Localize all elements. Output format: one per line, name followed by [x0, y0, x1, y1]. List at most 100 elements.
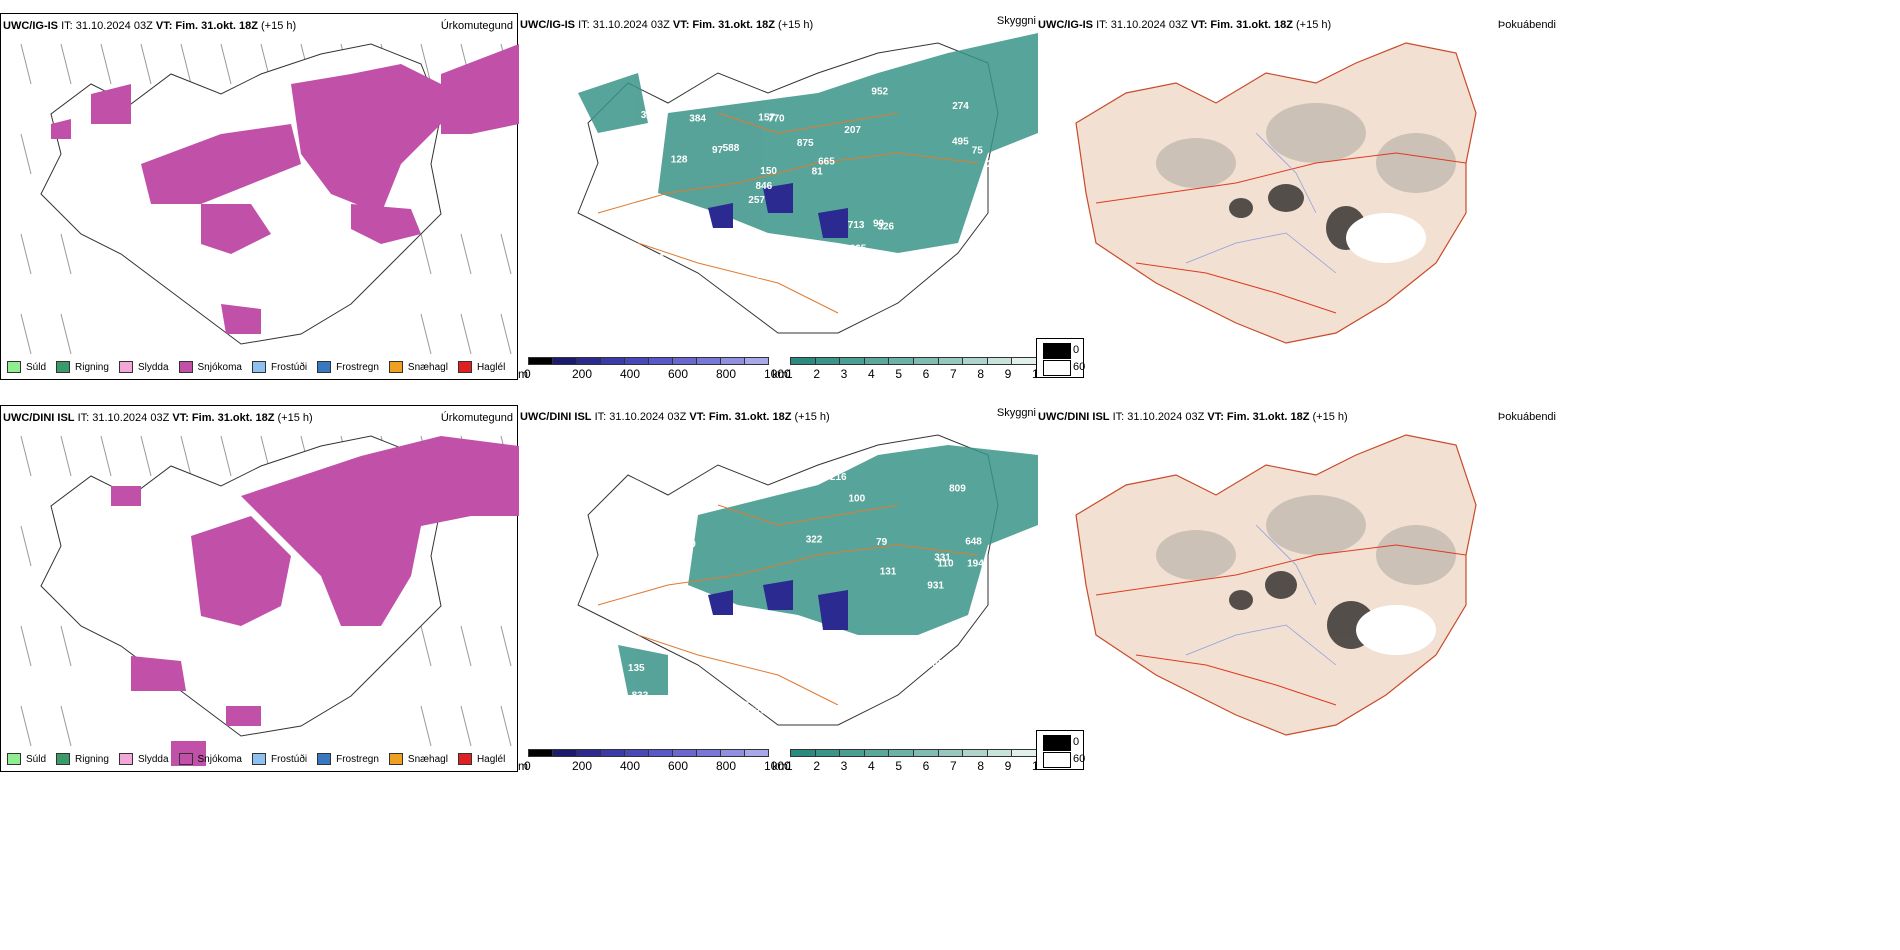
colorbar-tick: 0 [524, 759, 531, 773]
colorbar-segment [986, 749, 1013, 757]
cloud-base-label: 110 [937, 559, 954, 570]
colorbar-tick: 8 [977, 759, 985, 773]
fog-light [1156, 495, 1456, 585]
colorbar-segment [863, 749, 890, 757]
low-base-area [708, 580, 848, 630]
colorbar-segment [937, 749, 964, 757]
colorbar-tick: 400 [620, 367, 641, 381]
colorbar-segment [696, 749, 721, 757]
roads [597, 112, 979, 314]
colorbar-tick: 1000 [764, 367, 791, 381]
colorbar-segment [937, 357, 964, 365]
cloud-base-label: 98 [745, 695, 757, 706]
legend-item: Frostregn [317, 361, 379, 373]
colorbar-segment [913, 357, 939, 365]
fog-legend-top: 0 60 [1036, 338, 1085, 378]
panel-title: Úrkomutegund [440, 20, 513, 32]
cloud-base-label: 588 [723, 143, 740, 154]
cloud-base-label: 410 [679, 539, 696, 550]
colorbar-tick: 1 [786, 367, 793, 381]
colorbar-segment [1011, 749, 1037, 757]
cloud-base-label: 65 [941, 276, 953, 287]
fog-legend-bottom: 0 60 [1036, 730, 1085, 770]
cloud-base-label: 384 [689, 114, 706, 125]
cloud-base-label: 51 [630, 601, 642, 612]
cloud-base-label: 90 [873, 219, 885, 230]
cloud-base-label: 274 [952, 101, 969, 112]
fog-panel-top: UWC/IG-IS IT: 31.10.2024 03Z VT: Fim. 31… [1036, 13, 1556, 380]
legend-item: Slydda [118, 361, 169, 373]
panel-header: UWC/IG-IS IT: 31.10.2024 03Z VT: Fim. 31… [3, 20, 297, 32]
colorbar-segment [913, 749, 939, 757]
colorbar-tick: 1 [786, 759, 793, 773]
colorbar-tick: 200 [572, 759, 593, 773]
legend-item: Haglél [457, 361, 505, 373]
colorbar-segment [720, 749, 745, 757]
cloud-base-label: 770 [768, 113, 785, 124]
colorbar-tick: 1000 [764, 759, 791, 773]
panel-title: Þokuábendi [1497, 19, 1556, 31]
precip-type-map-top [20, 43, 519, 355]
cloud-base-label: 135 [628, 663, 645, 674]
precip-type-panel-top: Súld Rigning Slydda Snjókoma Frostúði Fr… [0, 13, 519, 380]
fog-free-area [1356, 605, 1436, 655]
cloud-base-label: 324 [641, 110, 658, 121]
precip-legend-bottom: Súld Rigning Slydda Snjókoma Frostúði Fr… [1, 753, 505, 765]
cloud-base-label: 321 [635, 168, 652, 179]
legend-item: Súld [7, 753, 46, 765]
colorbar-segment [839, 357, 865, 365]
colorbar-segment [672, 357, 697, 365]
cloud-base-label: 485 [927, 659, 944, 670]
cloud-area [578, 33, 1038, 253]
cloud-base-label: 467 [951, 676, 968, 687]
cloud-base-label: 252 [987, 159, 1004, 170]
cloud-base-label: 100 [849, 493, 866, 504]
colorbar-segment [790, 357, 816, 365]
colorbar-tick: 400 [620, 759, 641, 773]
colorbar-segment [576, 357, 601, 365]
legend-item: Súld [7, 361, 46, 373]
colorbar-tick: 600 [668, 759, 689, 773]
cloud-base-label: 824 [724, 477, 741, 488]
colorbar-tick: 0 [524, 367, 531, 381]
roads [1095, 544, 1467, 706]
cloud-base-label: 141 [773, 662, 790, 673]
cloud-base-label: 256 [654, 308, 671, 319]
colorbar-tick: 800 [716, 759, 737, 773]
colorbar-segment [624, 749, 649, 757]
cloud-base-label: 243 [760, 75, 777, 86]
cloud-base-label: 234 [665, 504, 682, 515]
precip-legend-top: Súld Rigning Slydda Snjókoma Frostúði Fr… [1, 361, 505, 373]
snow-area [51, 44, 519, 334]
cloud-base-label: 331 [717, 669, 734, 680]
cloud-base-label: 648 [965, 537, 982, 548]
cloud-base-label: 713 [848, 220, 865, 231]
cloud-base-label: 395 [946, 304, 963, 315]
cloud-base-label: 416 [647, 253, 664, 264]
cloud-panel-bottom: UWC/DINI ISL IT: 31.10.2024 03Z VT: Fim.… [518, 405, 1038, 772]
colorbar-segment [672, 749, 697, 757]
colorbar-tick: 4 [868, 759, 875, 773]
colorbar-segment [648, 749, 673, 757]
cloud-base-label: 257 [748, 195, 765, 206]
cloud-base-label: 216 [830, 472, 847, 483]
colorbar-segment [839, 749, 865, 757]
cloud-base-label: 861 [680, 282, 697, 293]
cloud-base-label: 331 [934, 552, 951, 563]
low-base-area [708, 183, 848, 238]
cloud-base-label: 606 [619, 293, 636, 304]
panel-title: Skyggni [996, 15, 1036, 27]
panel-title: Skyggni [996, 407, 1036, 419]
colorbar-tick: 600 [668, 367, 689, 381]
cloud-map-bottom: 485 648 852 322 833 824 331 331 809 410 194 274 931 1… [577, 434, 1038, 726]
legend-item: Frostúði [251, 361, 307, 373]
colorbar-segment [962, 749, 988, 757]
roads [597, 504, 979, 706]
cloud-base-label: 208 [690, 301, 707, 312]
cloud-base-label: 437 [915, 304, 932, 315]
legend-item: Rigning [56, 753, 109, 765]
colorbar-segment [863, 357, 890, 365]
panel-header: UWC/DINI ISL IT: 31.10.2024 03Z VT: Fim.… [520, 411, 830, 423]
colorbar-tick: 5 [895, 367, 903, 381]
colorbar-tick: 5 [895, 759, 903, 773]
